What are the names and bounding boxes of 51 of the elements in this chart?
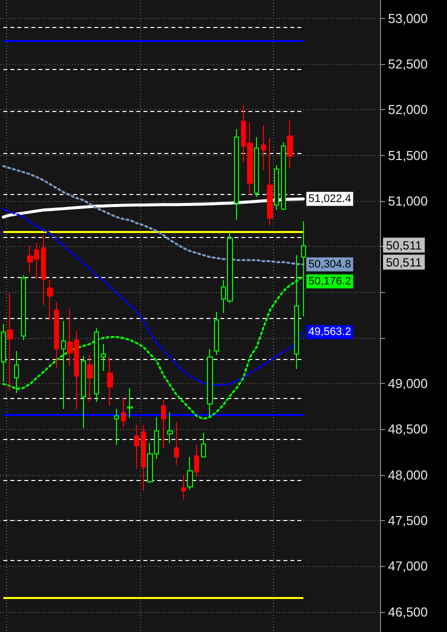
candlestick bbox=[101, 344, 106, 372]
candlestick bbox=[107, 356, 113, 406]
candlestick bbox=[261, 124, 266, 171]
candlestick bbox=[287, 120, 293, 169]
y-tick-label: 52,500 bbox=[388, 56, 428, 72]
y-tick-label: 51,500 bbox=[388, 148, 428, 163]
candlestick bbox=[21, 274, 26, 341]
y-tick-label: 47,000 bbox=[388, 558, 428, 574]
candlestick bbox=[267, 138, 273, 226]
candlestick bbox=[187, 456, 193, 490]
line-series bbox=[2, 208, 304, 386]
candlestick bbox=[7, 292, 13, 390]
y-tick-label: 48,500 bbox=[388, 422, 428, 437]
data-label: 50,304.8 bbox=[308, 258, 352, 270]
candlestick bbox=[54, 302, 59, 368]
y-tick-label: 49,000 bbox=[388, 376, 428, 392]
candlestick bbox=[174, 421, 179, 466]
data-label: 51,022.4 bbox=[308, 192, 352, 205]
candlestick bbox=[134, 424, 139, 470]
text: 50,511 bbox=[386, 238, 422, 253]
candlestick bbox=[41, 234, 46, 306]
candlestick bbox=[234, 128, 239, 221]
line-series bbox=[2, 165, 304, 266]
candlestick bbox=[121, 397, 126, 428]
candlestick bbox=[214, 311, 219, 356]
candlestick bbox=[47, 280, 53, 321]
y-tick-label: 48,000 bbox=[388, 467, 428, 482]
candlestick bbox=[167, 411, 173, 444]
data-label: 49,563.2 bbox=[308, 326, 352, 338]
candlestick bbox=[181, 474, 186, 500]
y-tick-label: 46,500 bbox=[388, 604, 428, 620]
y-tick-label: 53,000 bbox=[388, 10, 428, 26]
candlestick bbox=[14, 350, 19, 394]
candlestick bbox=[127, 387, 133, 418]
y-tick-label: 52,000 bbox=[388, 102, 428, 118]
text: 50,511 bbox=[386, 256, 422, 270]
candlestick bbox=[81, 356, 86, 428]
candlestick bbox=[114, 408, 119, 446]
candlestick bbox=[141, 424, 146, 492]
y-tick-label: 51,000 bbox=[388, 193, 428, 208]
candlestick bbox=[274, 164, 279, 211]
candlestick bbox=[87, 354, 93, 402]
y-tick-label: 47,500 bbox=[388, 513, 428, 528]
candlestick bbox=[161, 399, 166, 448]
candlestick bbox=[194, 444, 199, 478]
candlestick bbox=[94, 327, 99, 402]
candlestick bbox=[254, 136, 259, 198]
candlestick bbox=[201, 432, 206, 458]
candlestick bbox=[61, 320, 66, 410]
candlestick bbox=[281, 142, 286, 211]
data-label: 50,176.2 bbox=[308, 275, 352, 288]
